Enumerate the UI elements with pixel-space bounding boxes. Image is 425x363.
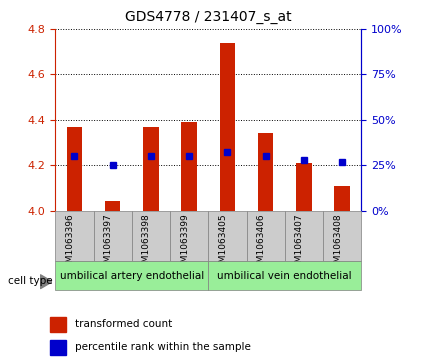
- Text: GSM1063405: GSM1063405: [218, 213, 227, 274]
- Polygon shape: [40, 275, 52, 289]
- Text: GSM1063399: GSM1063399: [180, 213, 189, 274]
- Bar: [94, 211, 132, 261]
- Text: GSM1063408: GSM1063408: [333, 213, 342, 274]
- Bar: [246, 211, 285, 261]
- Bar: [220, 42, 235, 211]
- Text: cell type: cell type: [8, 276, 53, 286]
- Bar: [258, 133, 273, 211]
- Bar: [105, 201, 120, 211]
- Text: umbilical artery endothelial: umbilical artery endothelial: [60, 271, 204, 281]
- Bar: [50, 317, 66, 332]
- Bar: [143, 127, 159, 211]
- Bar: [55, 261, 208, 290]
- Text: GSM1063398: GSM1063398: [142, 213, 151, 274]
- Bar: [67, 127, 82, 211]
- Text: percentile rank within the sample: percentile rank within the sample: [75, 342, 251, 352]
- Bar: [334, 185, 350, 211]
- Text: transformed count: transformed count: [75, 319, 172, 330]
- Text: GSM1063397: GSM1063397: [104, 213, 113, 274]
- Bar: [285, 211, 323, 261]
- Text: GSM1063396: GSM1063396: [65, 213, 74, 274]
- Text: GSM1063407: GSM1063407: [295, 213, 304, 274]
- Bar: [208, 261, 361, 290]
- Bar: [170, 211, 208, 261]
- Bar: [55, 211, 94, 261]
- Bar: [323, 211, 361, 261]
- Text: umbilical vein endothelial: umbilical vein endothelial: [218, 271, 352, 281]
- Bar: [296, 163, 312, 211]
- Bar: [50, 339, 66, 355]
- Title: GDS4778 / 231407_s_at: GDS4778 / 231407_s_at: [125, 10, 292, 24]
- Bar: [181, 122, 197, 211]
- Bar: [208, 211, 246, 261]
- Bar: [132, 211, 170, 261]
- Text: GSM1063406: GSM1063406: [257, 213, 266, 274]
